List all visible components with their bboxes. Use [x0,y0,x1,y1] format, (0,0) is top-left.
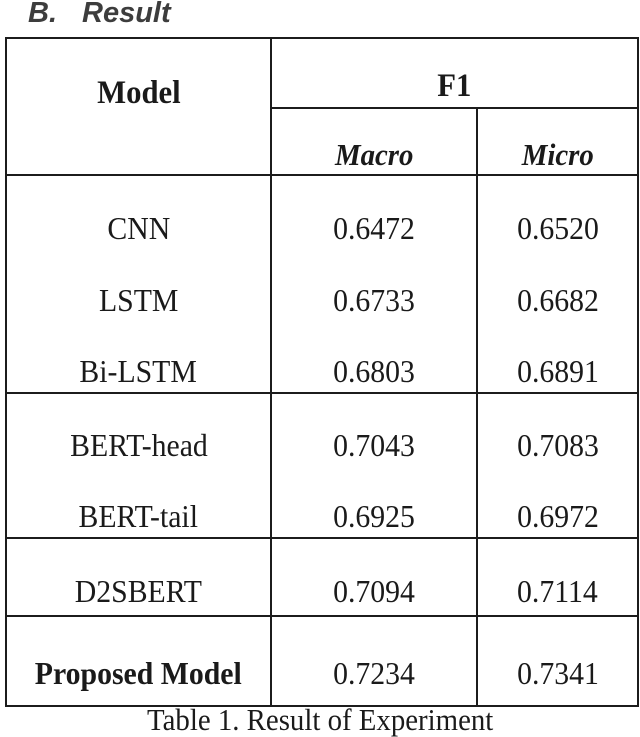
section-heading: B. Result [28,0,171,29]
micro-value-d2sbert: 0.7114 [478,539,637,617]
model-name-bert-tail: BERT-tail [7,466,272,539]
macro-value-cnn: 0.6472 [272,176,478,249]
results-table: Model F1 Macro Micro CNN 0.6472 0.6520 L… [5,37,639,707]
model-name-bi-lstm: Bi-LSTM [7,321,272,394]
micro-value-bi-lstm: 0.6891 [478,321,637,394]
micro-value-cnn: 0.6520 [516,210,599,246]
micro-value-proposed-model: 0.7341 [516,655,599,691]
macro-value-lstm: 0.6733 [272,249,478,321]
column-header-f1: F1 [272,39,637,109]
model-name-proposed-model: Proposed Model [7,617,272,705]
model-name-lstm: LSTM [7,249,272,321]
micro-value-bert-head: 0.7083 [516,427,599,463]
macro-value-proposed-model: 0.7234 [272,617,478,705]
table-caption: Table 1. Result of Experiment [146,702,494,737]
micro-value-bert-tail: 0.6972 [478,466,637,539]
micro-value-lstm: 0.6682 [516,282,599,318]
macro-value-bert-tail: 0.6925 [272,466,478,539]
section-number: B. [28,0,57,29]
macro-value-bert-head: 0.7043 [272,394,478,466]
macro-value-bi-lstm: 0.6803 [272,321,478,394]
model-name-d2sbert: D2SBERT [7,539,272,617]
column-header-micro: Micro [478,109,637,176]
section-title: Result [82,0,171,29]
model-name-cnn: CNN [7,176,272,249]
column-header-macro: Macro [272,109,478,176]
column-header-model: Model [7,39,272,176]
model-name-bert-head: BERT-head [7,394,272,466]
macro-value-d2sbert: 0.7094 [272,539,478,617]
